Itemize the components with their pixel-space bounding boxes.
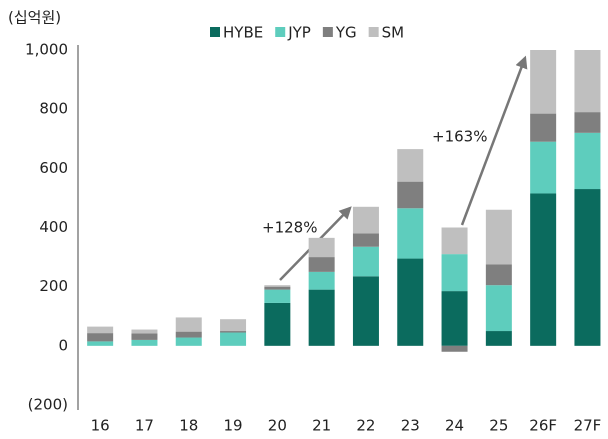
bar-segment — [352, 246, 379, 277]
bar-segment — [87, 326, 114, 334]
bar-segment — [530, 50, 557, 114]
bar-segment — [485, 209, 512, 265]
x-tick-label: 21 — [312, 417, 331, 435]
annotation: +128% — [262, 219, 317, 237]
bar-segment — [131, 329, 158, 334]
bar-segment — [87, 333, 114, 342]
bar-segment — [485, 285, 512, 332]
bar-segment — [530, 113, 557, 142]
legend-label: JYP — [287, 24, 311, 42]
bar-segment — [352, 233, 379, 247]
legend-swatch — [368, 27, 379, 37]
x-tick-label: 26F — [529, 417, 557, 435]
legend-swatch — [322, 27, 333, 37]
bar-segment — [441, 254, 468, 292]
x-tick-label: 22 — [356, 417, 375, 435]
bar-segment — [441, 291, 468, 346]
arrow — [460, 55, 528, 226]
legend-swatch — [275, 27, 286, 37]
bar-segment — [308, 271, 335, 290]
legend-label: SM — [382, 24, 404, 42]
x-tick-label: 27F — [574, 417, 602, 435]
bar-segment — [220, 331, 247, 333]
x-tick-label: 17 — [135, 417, 154, 435]
bar-segment — [175, 331, 202, 338]
bar-segment — [352, 276, 379, 346]
x-tick-label: 23 — [401, 417, 420, 435]
x-tick-label: 18 — [179, 417, 198, 435]
bar-segment — [175, 337, 202, 346]
bar-segment — [397, 208, 424, 259]
bar-segment — [352, 206, 379, 234]
bar-segment — [574, 50, 601, 113]
x-tick-label: 24 — [445, 417, 464, 435]
legend-label: YG — [335, 24, 357, 42]
bar-segment — [87, 341, 114, 346]
legend-label: HYBE — [223, 24, 263, 42]
bar-segment — [485, 331, 512, 346]
y-tick-label: 600 — [39, 159, 68, 177]
annotation: +163% — [432, 128, 487, 146]
bar-segment — [530, 141, 557, 194]
bar-segment — [485, 264, 512, 286]
bar-segment — [264, 289, 291, 303]
y-tick-label: (200) — [28, 396, 68, 414]
bar-segment — [308, 257, 335, 272]
bar-segment — [397, 149, 424, 182]
y-tick-label: 1,000 — [25, 41, 68, 59]
bar-segment — [264, 285, 291, 287]
bar-segment — [574, 112, 601, 133]
bar-segment — [220, 319, 247, 332]
bar-segment — [131, 333, 158, 340]
x-tick-label: 20 — [268, 417, 287, 435]
bar-segment — [397, 181, 424, 209]
y-tick-label: 0 — [58, 336, 68, 354]
legend-swatch — [210, 27, 220, 37]
bar-segment — [397, 258, 424, 346]
bar-segment — [530, 193, 557, 346]
y-tick-label: 400 — [39, 218, 68, 236]
x-tick-label: 19 — [224, 417, 243, 435]
bar-segment — [220, 332, 247, 346]
bar-segment — [131, 339, 158, 346]
x-tick-label: 16 — [91, 417, 110, 435]
bar-segment — [308, 289, 335, 346]
bar-segment — [264, 286, 291, 290]
bar-segment — [441, 227, 468, 255]
y-tick-label: 200 — [39, 277, 68, 295]
bar-segment — [441, 345, 468, 352]
y-tick-label: 800 — [39, 100, 68, 118]
bar-segment — [574, 189, 601, 346]
bar-segment — [574, 132, 601, 190]
bar-segment — [175, 317, 202, 332]
bar-segment — [308, 237, 335, 258]
unit-label: (십억원) — [8, 9, 61, 27]
x-tick-label: 25 — [489, 417, 508, 435]
bar-segment — [264, 302, 291, 346]
